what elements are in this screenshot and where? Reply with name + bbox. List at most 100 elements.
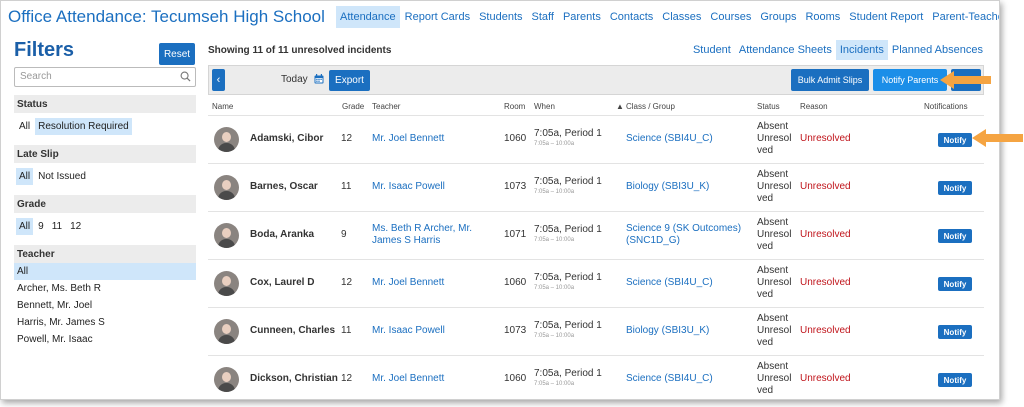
- avatar: [214, 175, 239, 200]
- nav-attendance[interactable]: Attendance: [336, 6, 400, 28]
- student-name[interactable]: Adamski, Cibor: [250, 133, 324, 144]
- col-when[interactable]: When: [534, 102, 555, 111]
- notify-button[interactable]: Notify: [938, 133, 972, 147]
- teacher-option-archer-ms-beth-r[interactable]: Archer, Ms. Beth R: [17, 283, 101, 294]
- teacher-option-all[interactable]: All: [14, 263, 196, 280]
- search-input[interactable]: Search: [14, 67, 196, 87]
- avatar: [214, 319, 239, 344]
- reset-button[interactable]: Reset: [159, 43, 195, 65]
- showing-count: Showing 11 of 11 unresolved incidents: [208, 45, 392, 56]
- student-name[interactable]: Cox, Laurel D: [250, 277, 315, 288]
- status-cell: Absent Unresolved: [757, 169, 792, 204]
- teacher-link[interactable]: Mr. Joel Bennett: [372, 373, 445, 384]
- class-link[interactable]: Science (SBI4U_C): [626, 373, 713, 384]
- calendar-icon[interactable]: [314, 74, 324, 84]
- toolbar: ‹ Today Export Bulk Admit Slips Notify P…: [208, 65, 984, 95]
- grade-option-all[interactable]: All: [16, 218, 34, 235]
- reason-cell: Unresolved: [800, 133, 851, 144]
- grade-cell: 11: [341, 325, 352, 336]
- nav-rooms[interactable]: Rooms: [805, 11, 841, 23]
- notify-button[interactable]: Notify: [938, 277, 972, 291]
- grade-option-9[interactable]: 9: [38, 221, 44, 232]
- room-cell: 1073: [504, 181, 527, 192]
- when-range: 7:05a – 10:00a: [534, 333, 575, 339]
- main-panel: Showing 11 of 11 unresolved incidents St…: [206, 35, 999, 399]
- student-name[interactable]: Boda, Aranka: [250, 229, 315, 240]
- status-option-all[interactable]: All: [19, 121, 31, 132]
- room-cell: 1060: [504, 373, 527, 384]
- nav-staff[interactable]: Staff: [531, 11, 554, 23]
- today-label[interactable]: Today: [281, 74, 308, 85]
- incidents-table-body: Adamski, Cibor 12 Mr. Joel Bennett 1060 7:05…: [208, 115, 984, 399]
- teacher-filter: Teacher All Archer, Ms. Beth R Bennett, Mr…: [14, 245, 196, 348]
- search-icon[interactable]: [180, 71, 191, 82]
- when-cell: 7:05a, Period 1 7:05a – 10:00a: [534, 320, 602, 342]
- col-notifications[interactable]: Notifications: [924, 102, 968, 111]
- tab-planned-absences[interactable]: Planned Absences: [891, 44, 983, 56]
- status-option-resolution-required[interactable]: Resolution Required: [35, 118, 132, 135]
- col-grade[interactable]: Grade: [342, 102, 365, 111]
- notify-button[interactable]: Notify: [938, 373, 972, 387]
- col-reason[interactable]: Reason: [800, 102, 828, 111]
- col-name[interactable]: Name: [212, 102, 234, 111]
- table-row: Adamski, Cibor 12 Mr. Joel Bennett 1060 7:05…: [208, 115, 984, 163]
- grade-option-11[interactable]: 11: [51, 221, 63, 232]
- status-cell: Absent Unresolved: [757, 361, 792, 396]
- student-name[interactable]: Dickson, Christian: [250, 373, 338, 384]
- nav-courses[interactable]: Courses: [710, 11, 752, 23]
- class-link[interactable]: Science (SBI4U_C): [626, 277, 713, 288]
- nav-report-cards[interactable]: Report Cards: [404, 11, 471, 23]
- nav-classes[interactable]: Classes: [662, 11, 702, 23]
- avatar-head: [222, 276, 231, 286]
- when-time: 7:05a, Period 1: [534, 224, 602, 235]
- grade-option-12[interactable]: 12: [70, 221, 82, 232]
- grade-filter-heading: Grade: [14, 195, 196, 213]
- grade-filter-options: All 9 11 12: [14, 213, 196, 235]
- tab-attendance-sheets[interactable]: Attendance Sheets: [738, 44, 832, 56]
- class-link[interactable]: Biology (SBI3U_K): [626, 181, 710, 192]
- teacher-link[interactable]: Mr. Joel Bennett: [372, 133, 445, 144]
- when-range: 7:05a – 10:00a: [534, 189, 575, 195]
- avatar: [214, 223, 239, 248]
- teacher-option-powell-mr-isaac[interactable]: Powell, Mr. Isaac: [17, 334, 93, 345]
- notify-button[interactable]: Notify: [938, 229, 972, 243]
- export-button[interactable]: Export: [329, 70, 370, 91]
- late-slip-option-all[interactable]: All: [16, 168, 34, 185]
- nav-students[interactable]: Students: [479, 11, 523, 23]
- sort-arrow-icon[interactable]: ▲: [616, 102, 624, 111]
- teacher-option-harris-mr-james-s[interactable]: Harris, Mr. James S: [17, 317, 105, 328]
- nav-contacts[interactable]: Contacts: [609, 11, 654, 23]
- table-row: Cunneen, Charles 11 Mr. Isaac Powell 1073 7:…: [208, 307, 984, 355]
- teacher-link[interactable]: Mr. Isaac Powell: [372, 181, 445, 192]
- col-status[interactable]: Status: [757, 102, 780, 111]
- tab-incidents[interactable]: Incidents: [835, 40, 888, 60]
- teacher-filter-list: All Archer, Ms. Beth R Bennett, Mr. Joel Ha…: [14, 263, 196, 348]
- nav-parents[interactable]: Parents: [562, 11, 601, 23]
- student-name[interactable]: Barnes, Oscar: [250, 181, 318, 192]
- class-link[interactable]: Science (SBI4U_C): [626, 133, 713, 144]
- notify-parents-button[interactable]: Notify Parents: [873, 69, 947, 91]
- app-window: Office Attendance: Tecumseh High School …: [0, 0, 1000, 400]
- teacher-link[interactable]: Mr. Isaac Powell: [372, 325, 445, 336]
- grade-cell: 12: [341, 277, 353, 288]
- bulk-admit-slips-button[interactable]: Bulk Admit Slips: [791, 69, 869, 91]
- teacher-link[interactable]: Ms. Beth R Archer, Mr. James S Harris: [372, 223, 473, 246]
- late-slip-option-not-issued[interactable]: Not Issued: [38, 171, 86, 182]
- class-link[interactable]: Science 9 (SK Outcomes) (SNC1D_G): [626, 223, 742, 246]
- teacher-link[interactable]: Mr. Joel Bennett: [372, 277, 445, 288]
- student-name[interactable]: Cunneen, Charles: [250, 325, 336, 336]
- notify-button[interactable]: Notify: [938, 181, 972, 195]
- reason-cell: Unresolved: [800, 277, 851, 288]
- class-link[interactable]: Biology (SBI3U_K): [626, 325, 710, 336]
- tab-student[interactable]: Student: [692, 44, 731, 56]
- grade-cell: 9: [341, 229, 347, 240]
- teacher-option-bennett-mr-joel[interactable]: Bennett, Mr. Joel: [17, 300, 93, 311]
- nav-parent-teacher-interviews[interactable]: Parent-Teacher Interviews: [932, 11, 1000, 23]
- col-teacher[interactable]: Teacher: [372, 102, 401, 111]
- nav-student-report[interactable]: Student Report: [849, 11, 924, 23]
- nav-groups[interactable]: Groups: [760, 11, 797, 23]
- back-button[interactable]: ‹: [212, 69, 225, 91]
- col-room[interactable]: Room: [504, 102, 526, 111]
- notify-button[interactable]: Notify: [938, 325, 972, 339]
- col-class[interactable]: Class / Group: [626, 102, 675, 111]
